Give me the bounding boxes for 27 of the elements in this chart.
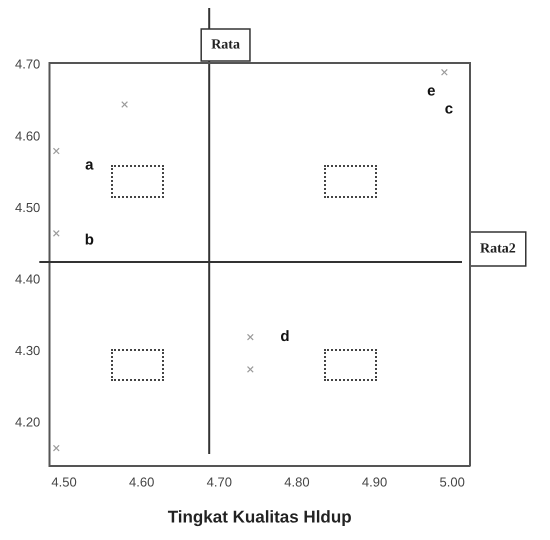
x-tick-label: 5.00: [439, 474, 465, 490]
x-tick-label: 4.70: [206, 474, 232, 490]
x-axis-title: Tingkat Kualitas Hldup: [168, 507, 352, 526]
point: [440, 68, 448, 76]
point: [246, 366, 254, 373]
y-tick-label: 4.50: [14, 200, 40, 215]
point: [52, 148, 60, 154]
x-tick-label: 4.50: [51, 474, 77, 490]
point: [121, 101, 128, 108]
ref-line-label: Rata: [211, 38, 240, 53]
x-tick-label: 4.80: [284, 474, 310, 490]
annotation: a: [85, 156, 94, 174]
x-tick-label: 4.60: [129, 474, 154, 490]
point: [52, 444, 60, 452]
y-tick-label: 4.40: [14, 271, 40, 286]
x-tick-label: 4.90: [362, 474, 388, 490]
y-tick-label: 4.70: [14, 56, 40, 72]
annotation: d: [280, 328, 290, 346]
ref-line-label: Rata2: [480, 242, 516, 257]
y-tick-label: 4.30: [14, 343, 40, 358]
point: [246, 334, 254, 341]
annotation: c: [444, 100, 454, 118]
y-tick-label: 4.20: [14, 414, 40, 430]
y-tick-label: 4.60: [14, 128, 40, 144]
point: [52, 230, 60, 237]
annotation: b: [84, 231, 94, 248]
annotation: e: [427, 82, 436, 100]
